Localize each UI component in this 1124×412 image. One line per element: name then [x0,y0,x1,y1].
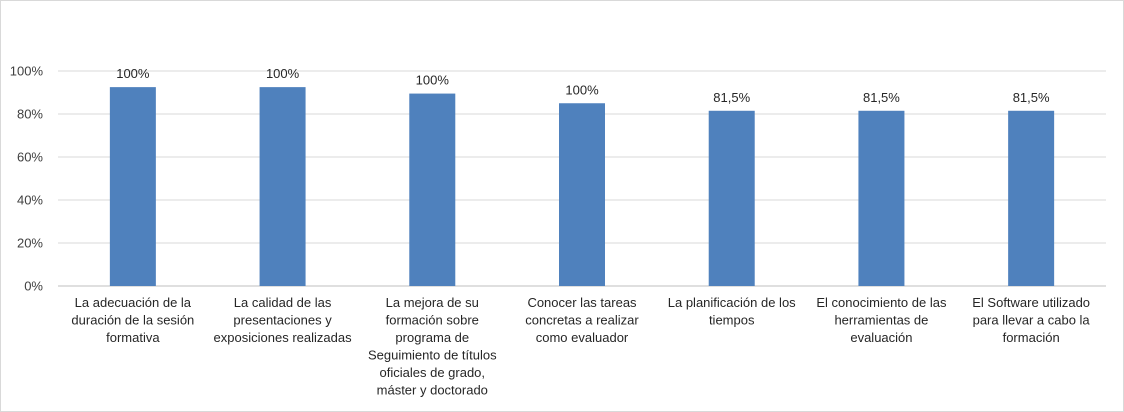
bar [858,110,905,287]
y-tick-label: 60% [17,150,43,165]
y-tick-label: 80% [17,107,43,122]
bar [1008,110,1055,287]
y-tick-label: 20% [17,236,43,251]
data-label: 81,5% [863,90,900,105]
data-label: 81,5% [713,90,750,105]
y-tick-label: 40% [17,193,43,208]
category-label: El conocimiento de las herramientas de eva… [816,295,947,345]
bar [259,87,306,286]
bar [409,93,456,286]
y-axis-ticks: 0% 20% 40% 60% 80% 100% [10,64,44,294]
data-label: 100% [266,66,300,81]
category-label: La planificación de los tiempos [668,295,796,328]
category-label: Conocer las tareas concretas a realizar co… [525,295,639,345]
data-label: 100% [116,66,150,81]
data-label: 100% [565,82,599,97]
bar [109,87,156,286]
category-label: La calidad de las presentaciones y exposic… [214,295,353,345]
category-labels: La adecuación de la duración de la sesión… [71,295,1090,398]
category-label: El Software utilizado para llevar a cabo … [972,295,1090,345]
y-tick-label: 100% [10,64,44,79]
category-label: La mejora de su formación sobre programa d… [368,295,497,398]
data-label: 100% [416,73,450,88]
bar [708,110,755,287]
data-label: 81,5% [1013,90,1050,105]
bar [559,103,605,286]
y-tick-label: 0% [24,279,43,294]
data-labels: 100% 100% 100% 100% 81,5% 81,5% 81,5% [116,66,1050,105]
bars [109,87,1055,287]
category-label: La adecuación de la duración de la sesión… [71,295,194,345]
